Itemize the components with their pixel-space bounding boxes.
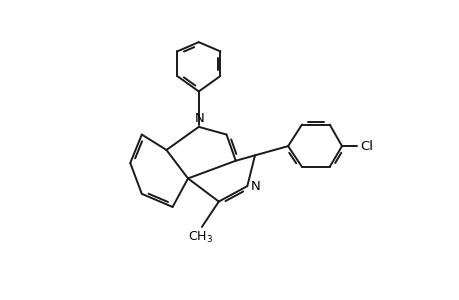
Text: N: N [250,180,260,194]
Text: Cl: Cl [360,140,373,153]
Text: CH$_3$: CH$_3$ [187,230,213,245]
Text: N: N [194,112,204,125]
